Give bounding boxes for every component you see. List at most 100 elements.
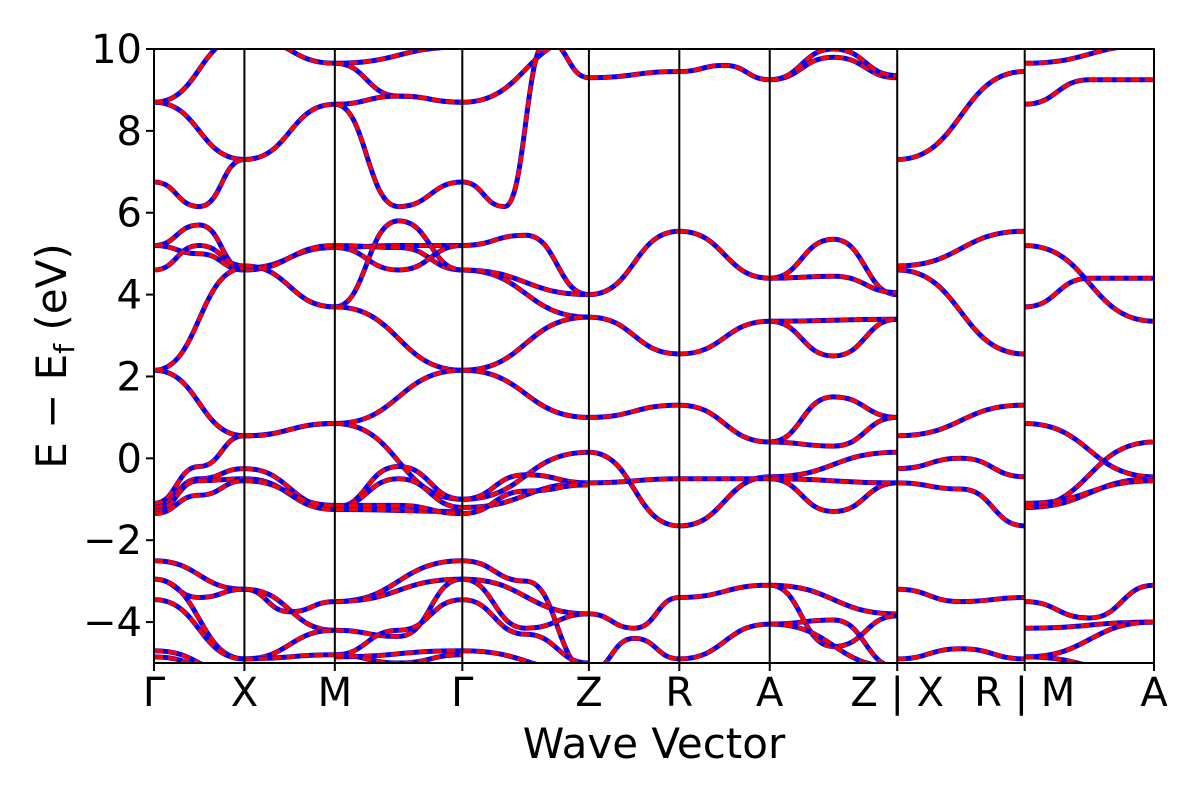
y-tick-label: 2: [117, 354, 142, 400]
band-line-red: [1024, 49, 1122, 66]
band-line-red: [462, 233, 590, 297]
band-line-red: [154, 433, 245, 506]
band-line-red: [244, 102, 335, 162]
band-line-red: [1024, 276, 1154, 309]
band-line-red: [154, 368, 245, 438]
band-line-red: [769, 237, 898, 297]
band-line-red: [154, 266, 245, 373]
band-line-red: [334, 218, 463, 309]
band-line-red: [244, 263, 335, 309]
band-line-red: [334, 421, 463, 502]
band-line-red: [679, 319, 770, 356]
band-line-red: [769, 394, 898, 444]
band-line-red: [334, 503, 463, 516]
band-line-red: [244, 587, 335, 614]
band-line-red: [897, 268, 1025, 356]
band-line-red: [334, 94, 463, 107]
band-line-red: [769, 317, 898, 324]
bands-layer: [154, 49, 1154, 663]
band-line-red: [462, 49, 590, 209]
band-line-red: [1024, 620, 1154, 631]
band-line-red: [679, 63, 770, 82]
x-tick-label: R: [665, 670, 693, 716]
band-line-red: [897, 587, 1025, 604]
band-line-red: [897, 646, 1025, 661]
x-tick-label: A: [1140, 670, 1168, 716]
band-line-red: [897, 456, 1025, 479]
band-line-red: [154, 243, 245, 272]
band-line-red: [334, 597, 463, 657]
band-line-red: [897, 403, 1025, 438]
band-line-red: [679, 403, 770, 444]
band-line-red: [334, 243, 463, 273]
y-tick-label: 4: [117, 273, 142, 319]
band-line-red: [769, 617, 888, 663]
x-tick-label: Z | X: [850, 670, 944, 716]
band-line-red: [588, 595, 680, 631]
y-axis: −4 −2 0 2 4 6 8 10: [83, 27, 154, 646]
band-line-blue: [154, 648, 205, 663]
band-line-red: [334, 464, 463, 510]
band-line-red: [1024, 421, 1154, 479]
band-line-red: [154, 157, 245, 209]
y-tick-label: 6: [117, 191, 142, 237]
band-line-red: [334, 102, 463, 209]
band-line-red: [1024, 77, 1154, 107]
band-line-red: [334, 507, 463, 514]
y-axis-label: E − Ef (eV): [27, 243, 81, 469]
band-line-red: [462, 648, 540, 663]
band-line-red: [769, 622, 876, 663]
band-line-red: [154, 49, 219, 105]
band-line-red: [769, 317, 898, 359]
band-line-red: [154, 558, 245, 592]
band-line-red: [602, 636, 680, 663]
band-line-red: [244, 421, 335, 438]
band-line-red: [462, 268, 589, 297]
x-axis-label: Wave Vector: [523, 719, 786, 768]
band-line-red: [462, 368, 589, 420]
band-line-red: [244, 478, 335, 508]
band-line-red: [897, 480, 1025, 528]
band-line-red: [244, 628, 335, 661]
band-line-red: [154, 466, 245, 510]
band-line-red: [154, 100, 245, 162]
band-line-red: [462, 597, 589, 663]
y-tick-label: 10: [91, 27, 142, 73]
x-tick-label: Γ: [451, 670, 474, 716]
band-line-red: [334, 577, 463, 639]
band-line-red: [679, 622, 770, 661]
band-line-red: [334, 49, 463, 66]
band-line-red: [1024, 654, 1086, 663]
kpath-lines: [243, 49, 1026, 663]
y-tick-label: 0: [117, 436, 142, 482]
band-line-red: [1024, 478, 1154, 506]
band-line-red: [154, 478, 245, 516]
x-tick-label: R | M: [974, 670, 1075, 716]
band-line-red: [588, 476, 680, 485]
band-line-red: [588, 403, 680, 420]
band-line-red: [334, 368, 463, 426]
x-tick-label: M: [318, 670, 353, 716]
band-line-red: [462, 558, 577, 663]
x-tick-label: Z: [575, 670, 602, 716]
band-line-red: [588, 69, 680, 80]
band-line-red: [244, 652, 335, 661]
band-line-red: [154, 476, 245, 514]
x-tick-label: A: [756, 670, 784, 716]
band-line-red: [897, 69, 1025, 162]
band-line-red: [244, 243, 335, 272]
band-line-red: [462, 315, 589, 373]
x-tick-label: Γ: [143, 670, 166, 716]
band-line-red: [462, 472, 589, 502]
band-line-red: [334, 577, 463, 604]
band-line-blue: [154, 654, 195, 663]
band-line-red: [1024, 583, 1154, 621]
band-line-red: [769, 49, 898, 82]
band-line-red: [588, 229, 680, 297]
band-line-red: [679, 583, 770, 600]
y-tick-label: 8: [117, 109, 142, 155]
band-line-red: [334, 304, 463, 373]
band-line-red: [334, 243, 463, 272]
band-line-red: [462, 577, 589, 631]
